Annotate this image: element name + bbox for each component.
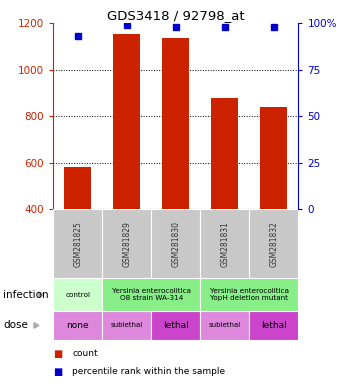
Text: GSM281832: GSM281832: [269, 221, 279, 267]
Text: GSM281825: GSM281825: [73, 221, 82, 267]
Text: ■: ■: [53, 367, 62, 377]
Text: GSM281830: GSM281830: [171, 221, 180, 267]
Text: infection: infection: [3, 290, 49, 300]
Bar: [151, 209, 200, 278]
Bar: [113, 33, 140, 209]
Bar: [200, 311, 249, 340]
Text: percentile rank within the sample: percentile rank within the sample: [72, 367, 225, 376]
Text: dose: dose: [3, 320, 28, 331]
Text: sublethal: sublethal: [209, 323, 241, 328]
Bar: [151, 311, 200, 340]
Text: none: none: [67, 321, 89, 330]
Text: lethal: lethal: [261, 321, 287, 330]
Text: control: control: [65, 292, 90, 298]
Bar: [200, 209, 249, 278]
Text: Yersinia enterocolitica
O8 strain WA-314: Yersinia enterocolitica O8 strain WA-314: [112, 288, 191, 301]
Bar: [200, 278, 298, 311]
Bar: [211, 98, 238, 209]
Text: count: count: [72, 349, 98, 359]
Title: GDS3418 / 92798_at: GDS3418 / 92798_at: [107, 9, 245, 22]
Text: GSM281831: GSM281831: [220, 221, 229, 267]
Bar: [249, 311, 298, 340]
Bar: [64, 167, 91, 209]
Text: lethal: lethal: [163, 321, 189, 330]
Bar: [162, 38, 189, 209]
Text: sublethal: sublethal: [110, 323, 143, 328]
Polygon shape: [39, 292, 44, 298]
Bar: [102, 278, 200, 311]
Text: GSM281829: GSM281829: [122, 221, 131, 267]
Bar: [102, 311, 151, 340]
Bar: [53, 209, 102, 278]
Text: ■: ■: [53, 349, 62, 359]
Text: Yersinia enterocolitica
YopH deletion mutant: Yersinia enterocolitica YopH deletion mu…: [210, 288, 289, 301]
Bar: [53, 311, 102, 340]
Polygon shape: [34, 323, 39, 328]
Bar: [249, 209, 298, 278]
Bar: [102, 209, 151, 278]
Bar: [260, 107, 287, 209]
Bar: [53, 278, 102, 311]
